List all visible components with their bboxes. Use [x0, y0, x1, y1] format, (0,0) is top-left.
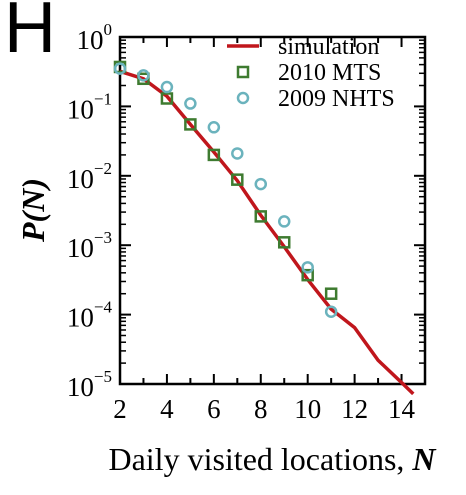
- x-tick-label: 14: [388, 394, 416, 424]
- nhts-point: [137, 69, 150, 82]
- x-tick-label: 4: [160, 394, 174, 424]
- mts-point: [207, 148, 221, 162]
- y-tick-label: 10−3: [67, 228, 112, 263]
- legend-square-swatch: [236, 65, 250, 79]
- legend-circle-swatch: [236, 91, 250, 105]
- x-tick-label: 12: [341, 394, 368, 424]
- x-tick-label: 2: [113, 394, 127, 424]
- x-tick-label: 10: [294, 394, 321, 424]
- y-axis-title: P(N): [15, 178, 51, 243]
- y-tick-label: 10−1: [67, 89, 112, 124]
- mts-point: [160, 92, 174, 105]
- legend-label: simulation: [278, 34, 379, 60]
- nhts-point: [160, 80, 174, 94]
- y-tick-base: 10: [67, 94, 94, 124]
- nhts-point: [231, 147, 244, 160]
- mts-point: [301, 268, 314, 282]
- nhts-point: [207, 121, 221, 134]
- mts-point: [324, 287, 338, 300]
- nhts-point: [324, 305, 338, 318]
- axis-ticks: [119, 36, 426, 385]
- legend-label: 2009 NHTS: [278, 86, 395, 112]
- x-axis-title-text: Daily visited locations,: [108, 441, 412, 477]
- x-tick-label: 6: [207, 394, 221, 424]
- y-tick-exponent: −3: [94, 228, 112, 247]
- y-tick-base: 10: [77, 25, 104, 55]
- x-axis-title-variable: N: [411, 441, 437, 477]
- y-tick-exponent: −2: [94, 159, 112, 178]
- y-tick-exponent: −4: [94, 298, 113, 317]
- nhts-point: [277, 215, 291, 228]
- y-tick-label: 10−4: [67, 298, 113, 333]
- y-tick-label: 10−5: [67, 367, 112, 402]
- y-tick-exponent: −5: [94, 367, 112, 386]
- y-tick-base: 10: [67, 303, 94, 333]
- panel-label: H: [4, 0, 56, 68]
- x-tick-label: 8: [254, 394, 268, 424]
- x-tick-labels: 2 4 6 8 10 12 14: [113, 394, 415, 424]
- y-tick-base: 10: [67, 233, 94, 263]
- nhts-point: [184, 97, 197, 110]
- nhts-point: [113, 62, 127, 75]
- simulation-line: [119, 69, 415, 396]
- series-group: [113, 60, 415, 396]
- y-tick-exponent: −1: [94, 89, 112, 108]
- y-tick-label: 10−2: [67, 159, 112, 194]
- nhts-point: [254, 177, 268, 191]
- y-tick-base: 10: [67, 372, 94, 402]
- nhts-point: [301, 261, 314, 274]
- y-tick-exponent: 0: [104, 20, 113, 39]
- mts-point: [184, 118, 197, 131]
- x-axis-title: Daily visited locations, N: [108, 441, 437, 477]
- plot-frame: [118, 35, 427, 386]
- y-tick-base: 10: [67, 164, 94, 194]
- legend-label: 2010 MTS: [278, 60, 381, 86]
- mts-point: [254, 210, 268, 223]
- mts-point: [277, 236, 291, 249]
- y-tick-label: 100: [77, 20, 113, 55]
- mts-point: [231, 173, 244, 186]
